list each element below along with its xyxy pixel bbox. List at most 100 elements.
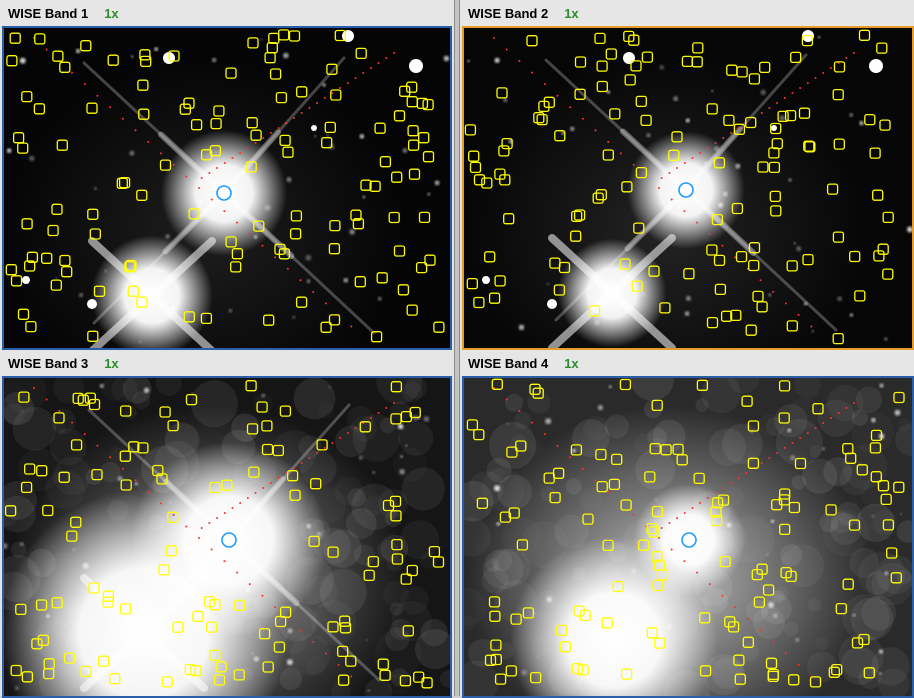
catalog-source-marker[interactable] bbox=[488, 596, 501, 608]
catalog-source-marker[interactable] bbox=[798, 107, 811, 119]
catalog-source-marker[interactable] bbox=[683, 268, 695, 280]
catalog-source-marker[interactable] bbox=[835, 602, 847, 615]
catalog-source-marker[interactable] bbox=[595, 448, 607, 461]
catalog-source-marker[interactable] bbox=[6, 55, 18, 67]
catalog-source-marker[interactable] bbox=[275, 91, 288, 104]
catalog-source-marker[interactable] bbox=[102, 590, 115, 602]
catalog-source-marker[interactable] bbox=[374, 122, 386, 134]
catalog-source-marker[interactable] bbox=[231, 248, 244, 260]
catalog-source-marker[interactable] bbox=[720, 310, 733, 322]
catalog-source-marker[interactable] bbox=[468, 150, 480, 162]
catalog-source-marker[interactable] bbox=[407, 125, 419, 137]
catalog-source-marker[interactable] bbox=[250, 129, 262, 141]
catalog-source-marker[interactable] bbox=[25, 320, 37, 333]
catalog-source-marker[interactable] bbox=[416, 97, 429, 110]
catalog-source-marker[interactable] bbox=[733, 654, 745, 666]
catalog-source-marker[interactable] bbox=[190, 665, 202, 677]
catalog-source-marker[interactable] bbox=[825, 504, 837, 516]
catalog-source-marker[interactable] bbox=[489, 610, 501, 622]
catalog-source-marker[interactable] bbox=[225, 67, 237, 79]
target-position-marker[interactable] bbox=[681, 532, 697, 548]
catalog-source-marker[interactable] bbox=[464, 124, 477, 136]
catalog-source-marker[interactable] bbox=[812, 403, 824, 415]
catalog-source-marker[interactable] bbox=[172, 621, 184, 633]
catalog-source-marker[interactable] bbox=[209, 145, 222, 157]
catalog-source-marker[interactable] bbox=[484, 654, 497, 666]
catalog-source-marker[interactable] bbox=[602, 539, 614, 552]
catalog-source-marker[interactable] bbox=[893, 391, 905, 404]
catalog-source-marker[interactable] bbox=[869, 442, 882, 454]
catalog-source-marker[interactable] bbox=[877, 480, 890, 492]
catalog-source-marker[interactable] bbox=[804, 141, 816, 153]
catalog-source-marker[interactable] bbox=[209, 481, 221, 494]
catalog-source-marker[interactable] bbox=[570, 444, 583, 456]
catalog-source-marker[interactable] bbox=[273, 641, 286, 653]
catalog-source-marker[interactable] bbox=[253, 220, 265, 232]
catalog-source-marker[interactable] bbox=[649, 442, 661, 455]
catalog-source-marker[interactable] bbox=[747, 420, 760, 432]
catalog-source-marker[interactable] bbox=[765, 657, 778, 669]
catalog-source-marker[interactable] bbox=[289, 489, 301, 501]
image-viewport-band-4[interactable] bbox=[462, 376, 914, 698]
catalog-source-marker[interactable] bbox=[863, 667, 875, 679]
catalog-source-marker[interactable] bbox=[152, 464, 164, 477]
catalog-source-marker[interactable] bbox=[26, 251, 39, 263]
catalog-source-marker[interactable] bbox=[832, 231, 845, 243]
catalog-source-marker[interactable] bbox=[345, 655, 357, 667]
catalog-source-marker[interactable] bbox=[370, 331, 383, 343]
catalog-source-marker[interactable] bbox=[488, 292, 501, 304]
catalog-source-marker[interactable] bbox=[532, 387, 544, 399]
catalog-source-marker[interactable] bbox=[786, 320, 798, 332]
catalog-source-marker[interactable] bbox=[10, 664, 22, 677]
catalog-source-marker[interactable] bbox=[484, 251, 496, 263]
catalog-source-marker[interactable] bbox=[714, 283, 727, 296]
catalog-source-marker[interactable] bbox=[508, 507, 520, 519]
catalog-source-marker[interactable] bbox=[778, 412, 790, 424]
catalog-source-marker[interactable] bbox=[308, 535, 320, 548]
catalog-source-marker[interactable] bbox=[233, 599, 246, 612]
catalog-source-marker[interactable] bbox=[86, 102, 98, 114]
catalog-source-marker[interactable] bbox=[256, 401, 268, 413]
catalog-source-marker[interactable] bbox=[573, 209, 586, 221]
catalog-source-marker[interactable] bbox=[390, 381, 403, 393]
catalog-source-marker[interactable] bbox=[882, 268, 894, 280]
catalog-source-marker[interactable] bbox=[588, 305, 601, 317]
catalog-source-marker[interactable] bbox=[605, 48, 617, 60]
catalog-source-marker[interactable] bbox=[771, 137, 783, 150]
catalog-source-marker[interactable] bbox=[408, 168, 421, 180]
catalog-source-marker[interactable] bbox=[522, 607, 535, 619]
catalog-source-marker[interactable] bbox=[21, 90, 33, 103]
catalog-source-marker[interactable] bbox=[159, 159, 172, 171]
catalog-source-marker[interactable] bbox=[279, 134, 291, 147]
catalog-source-marker[interactable] bbox=[35, 599, 48, 611]
catalog-source-marker[interactable] bbox=[596, 480, 608, 493]
catalog-source-marker[interactable] bbox=[183, 311, 195, 323]
catalog-source-marker[interactable] bbox=[266, 42, 278, 54]
catalog-source-marker[interactable] bbox=[402, 625, 414, 637]
catalog-source-marker[interactable] bbox=[87, 330, 99, 342]
catalog-source-marker[interactable] bbox=[354, 276, 366, 288]
catalog-source-marker[interactable] bbox=[24, 463, 36, 475]
catalog-source-marker[interactable] bbox=[12, 132, 25, 144]
catalog-source-marker[interactable] bbox=[706, 244, 718, 256]
catalog-source-marker[interactable] bbox=[188, 208, 200, 220]
catalog-source-marker[interactable] bbox=[779, 523, 791, 536]
catalog-source-marker[interactable] bbox=[321, 137, 333, 149]
catalog-source-marker[interactable] bbox=[43, 667, 55, 680]
catalog-source-marker[interactable] bbox=[215, 661, 227, 673]
catalog-source-marker[interactable] bbox=[334, 29, 346, 42]
catalog-source-marker[interactable] bbox=[376, 272, 388, 284]
catalog-source-marker[interactable] bbox=[326, 63, 338, 75]
catalog-source-marker[interactable] bbox=[56, 139, 68, 151]
catalog-source-marker[interactable] bbox=[731, 202, 744, 215]
catalog-source-marker[interactable] bbox=[711, 213, 724, 226]
catalog-source-marker[interactable] bbox=[717, 494, 730, 506]
catalog-source-marker[interactable] bbox=[748, 259, 760, 272]
catalog-source-marker[interactable] bbox=[119, 603, 132, 615]
catalog-source-marker[interactable] bbox=[161, 676, 173, 688]
catalog-source-marker[interactable] bbox=[742, 636, 754, 648]
catalog-source-marker[interactable] bbox=[582, 513, 594, 525]
catalog-source-marker[interactable] bbox=[635, 95, 647, 108]
catalog-source-marker[interactable] bbox=[730, 309, 742, 322]
catalog-source-marker[interactable] bbox=[80, 665, 92, 678]
